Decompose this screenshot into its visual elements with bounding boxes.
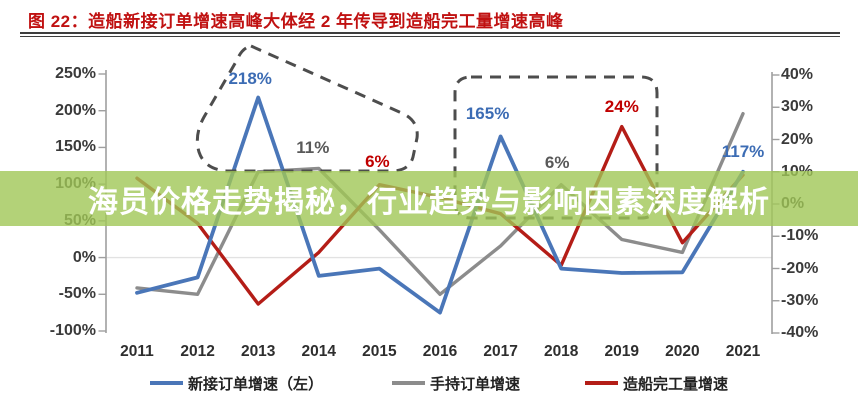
x-axis-year: 2019: [604, 343, 640, 360]
x-axis-year: 2012: [180, 343, 215, 360]
right-axis-tick: 20%: [781, 130, 814, 148]
right-axis-tick: -20%: [781, 259, 819, 277]
figure-title: 图 22：造船新接订单增速高峰大体经 2 年传导到造船完工量增速高峰: [28, 12, 564, 31]
legend-label: 造船完工量增速: [623, 375, 729, 393]
right-axis-tick: -40%: [781, 324, 819, 341]
legend-item-0: 新接订单增速（左）: [150, 373, 323, 393]
data-label: 117%: [721, 142, 765, 161]
data-label: 218%: [228, 69, 272, 88]
right-axis-tick: 30%: [781, 98, 814, 116]
x-axis-year: 2016: [422, 343, 458, 360]
left-axis-tick: -50%: [58, 285, 96, 303]
x-axis-year: 2021: [725, 343, 761, 360]
x-axis-year: 2011: [120, 343, 154, 360]
left-axis-tick: 0%: [72, 248, 96, 266]
x-axis-year: 2018: [543, 343, 579, 360]
x-axis-year: 2013: [240, 343, 276, 360]
watermark-banner: 海员价格走势揭秘，行业趋势与影响因素深度解析: [0, 171, 858, 226]
data-label: 165%: [465, 104, 510, 123]
x-axis-year: 2014: [301, 343, 337, 360]
x-axis-year: 2017: [483, 343, 518, 360]
x-axis-year: 2020: [665, 343, 700, 360]
legend-swatch-icon: [585, 381, 618, 385]
left-axis-tick: 150%: [55, 138, 96, 156]
right-axis-tick: -10%: [781, 227, 819, 245]
legend-label: 新接订单增速（左）: [188, 375, 324, 393]
left-axis-tick: -100%: [49, 322, 96, 339]
data-label: 11%: [296, 138, 330, 157]
watermark-text: 海员价格走势揭秘，行业趋势与影响因素深度解析: [88, 185, 770, 219]
data-label: 24%: [604, 97, 639, 116]
chart-legend: 新接订单增速（左） 手持订单增速 造船完工量增速: [0, 373, 858, 393]
legend-label: 手持订单增速: [430, 375, 521, 393]
legend-item-1: 手持订单增速: [392, 373, 520, 393]
data-label: 6%: [365, 152, 390, 171]
right-axis-tick: -30%: [781, 291, 819, 309]
left-axis-tick: 250%: [55, 65, 96, 82]
legend-swatch-icon: [150, 381, 183, 385]
data-label: 6%: [544, 153, 570, 172]
series-line-0: [135, 95, 745, 315]
x-axis-year: 2015: [362, 343, 397, 360]
left-axis-tick: 200%: [55, 101, 96, 119]
right-axis-tick: 40%: [781, 66, 814, 83]
legend-swatch-icon: [392, 381, 425, 385]
title-divider: [20, 32, 840, 37]
legend-item-2: 造船完工量增速: [585, 373, 728, 393]
highlight-lasso-2011-2016: [195, 44, 419, 173]
